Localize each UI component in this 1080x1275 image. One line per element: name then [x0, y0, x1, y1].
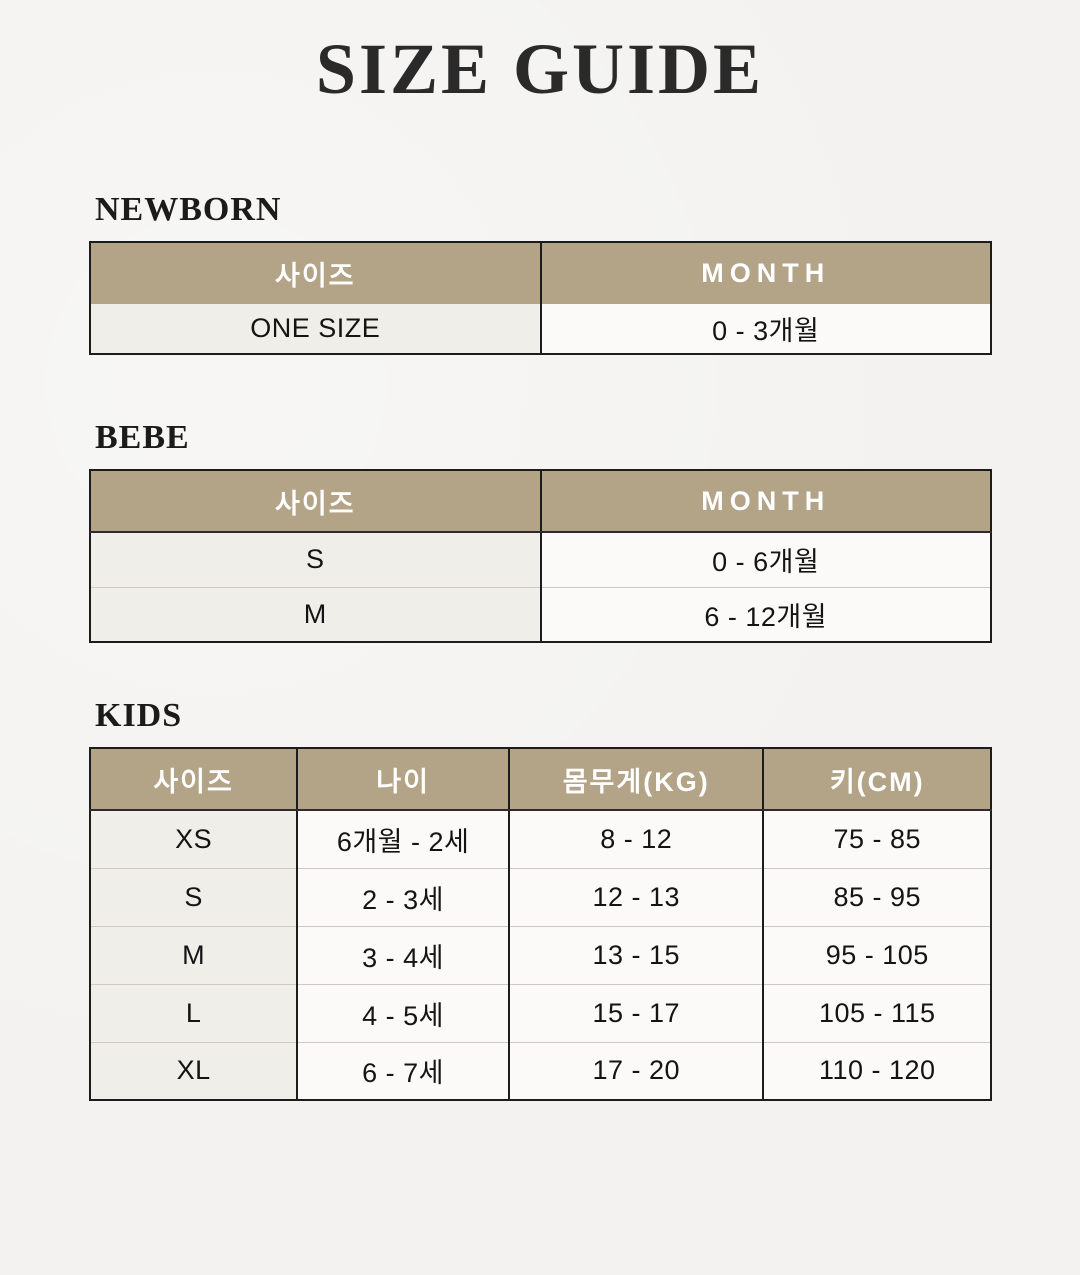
kids-cell: 105 - 115: [762, 983, 991, 1043]
kids-cell: 6 - 7세: [296, 1041, 509, 1101]
kids-cell: 95 - 105: [762, 925, 991, 985]
kids-size-table: 사이즈 나이 몸무게(KG) 키(CM) XS 6개월 - 2세 8 - 12 75 - 85…: [89, 747, 992, 1102]
kids-cell: 15 - 17: [507, 983, 764, 1043]
newborn-size-table: 사이즈 MONTH ONE SIZE 0 - 3개월: [89, 241, 992, 356]
newborn-header-row: 사이즈 MONTH: [90, 242, 991, 305]
kids-cell: M: [90, 925, 298, 985]
page-title: SIZE GUIDE: [315, 29, 765, 109]
kids-cell: S: [90, 867, 298, 927]
newborn-column-header: MONTH: [539, 242, 991, 305]
bebe-size-table: 사이즈 MONTH S 0 - 6개월 M 6 - 12개월: [89, 469, 992, 644]
kids-cell: 12 - 13: [507, 867, 764, 927]
section-newborn: NEWBORN 사이즈 MONTH ONE SIZE 0 - 3개월: [89, 191, 992, 356]
kids-column-header: 몸무게(KG): [507, 748, 764, 812]
kids-cell: 110 - 120: [762, 1041, 991, 1101]
bebe-cell: M: [90, 586, 541, 643]
kids-cell: 8 - 12: [507, 810, 764, 869]
kids-cell: XS: [90, 810, 298, 869]
newborn-cell: ONE SIZE: [90, 304, 541, 355]
kids-cell: 17 - 20: [507, 1041, 764, 1101]
heading-newborn: NEWBORN: [95, 191, 282, 229]
kids-column-header: 사이즈: [90, 748, 298, 812]
bebe-cell: S: [90, 532, 541, 588]
bebe-column-header: 사이즈: [90, 470, 541, 534]
kids-column-header: 나이: [296, 748, 509, 812]
kids-cell: 6개월 - 2세: [296, 810, 509, 869]
newborn-column-header: 사이즈: [90, 242, 541, 305]
bebe-header-row: 사이즈 MONTH: [90, 470, 991, 534]
section-kids: KIDS 사이즈 나이 몸무게(KG) 키(CM) XS 6개월 - 2세 8 - 12 75 …: [89, 697, 992, 1102]
section-bebe: BEBE 사이즈 MONTH S 0 - 6개월 M 6 - 12개월: [89, 419, 992, 644]
kids-cell: 4 - 5세: [296, 983, 509, 1043]
kids-cell: 75 - 85: [762, 810, 991, 869]
kids-cell: L: [90, 983, 298, 1043]
bebe-cell: 6 - 12개월: [539, 586, 991, 643]
heading-kids: KIDS: [95, 697, 183, 735]
kids-table-row: XS 6개월 - 2세 8 - 12 75 - 85: [90, 810, 991, 869]
kids-cell: 2 - 3세: [296, 867, 509, 927]
kids-cell: XL: [90, 1041, 298, 1101]
kids-cell: 13 - 15: [507, 925, 764, 985]
heading-bebe: BEBE: [95, 419, 190, 457]
tables-container: NEWBORN 사이즈 MONTH ONE SIZE 0 - 3개월 BEBE 사이즈 MON…: [89, 191, 992, 1102]
bebe-cell: 0 - 6개월: [539, 532, 991, 588]
kids-column-header: 키(CM): [762, 748, 991, 812]
kids-table-row: XL 6 - 7세 17 - 20 110 - 120: [90, 1041, 991, 1101]
newborn-table-row: ONE SIZE 0 - 3개월: [90, 304, 991, 355]
kids-cell: 3 - 4세: [296, 925, 509, 985]
newborn-cell: 0 - 3개월: [539, 304, 991, 355]
kids-header-row: 사이즈 나이 몸무게(KG) 키(CM): [90, 748, 991, 812]
kids-cell: 85 - 95: [762, 867, 991, 927]
bebe-column-header: MONTH: [539, 470, 991, 534]
